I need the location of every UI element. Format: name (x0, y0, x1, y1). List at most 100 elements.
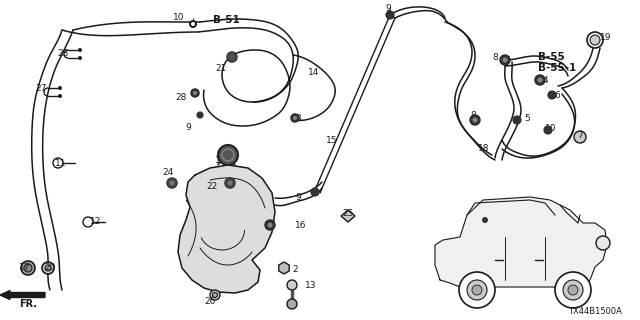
Circle shape (197, 112, 203, 118)
Text: 15: 15 (326, 135, 337, 145)
Circle shape (222, 149, 234, 161)
Circle shape (467, 280, 487, 300)
Text: 25: 25 (342, 209, 354, 218)
Text: 1: 1 (215, 156, 221, 164)
Text: 6: 6 (554, 91, 560, 100)
Text: 23: 23 (57, 49, 68, 58)
Polygon shape (435, 197, 607, 287)
Circle shape (596, 236, 610, 250)
Text: 10: 10 (545, 124, 557, 132)
Circle shape (459, 272, 495, 308)
Polygon shape (178, 165, 275, 293)
Circle shape (193, 91, 197, 95)
Text: 10: 10 (173, 12, 184, 21)
Circle shape (58, 94, 62, 98)
Circle shape (189, 20, 197, 28)
Circle shape (230, 54, 234, 60)
Circle shape (502, 58, 508, 62)
Text: 18: 18 (478, 143, 490, 153)
Circle shape (500, 55, 510, 65)
Text: 19: 19 (600, 33, 611, 42)
Text: 13: 13 (305, 281, 317, 290)
Text: 20: 20 (44, 263, 56, 273)
Circle shape (265, 220, 275, 230)
Text: 4: 4 (543, 76, 548, 84)
Text: 12: 12 (90, 218, 101, 227)
Text: B-51: B-51 (213, 15, 240, 25)
Text: 7: 7 (577, 131, 583, 140)
Circle shape (574, 131, 586, 143)
Circle shape (513, 116, 521, 124)
Circle shape (555, 272, 591, 308)
Circle shape (167, 178, 177, 188)
Text: 28: 28 (175, 92, 186, 101)
Circle shape (191, 89, 199, 97)
Circle shape (210, 290, 220, 300)
Text: 26: 26 (204, 298, 216, 307)
Circle shape (78, 48, 82, 52)
Circle shape (291, 114, 299, 122)
Circle shape (590, 35, 600, 45)
Circle shape (58, 86, 62, 90)
Circle shape (191, 22, 195, 26)
Circle shape (563, 280, 583, 300)
Circle shape (218, 145, 238, 165)
Circle shape (225, 178, 235, 188)
Circle shape (538, 77, 543, 83)
Text: 27: 27 (35, 84, 46, 92)
Circle shape (170, 180, 175, 186)
Text: 5: 5 (524, 114, 530, 123)
Circle shape (293, 116, 297, 120)
Text: B-55-1: B-55-1 (538, 63, 576, 73)
Circle shape (548, 91, 556, 99)
Circle shape (472, 117, 477, 123)
Circle shape (587, 32, 603, 48)
Circle shape (482, 217, 488, 223)
Circle shape (470, 115, 480, 125)
Circle shape (291, 114, 299, 122)
Circle shape (42, 262, 54, 274)
Text: FR.: FR. (19, 299, 37, 309)
Circle shape (311, 188, 319, 196)
Circle shape (268, 222, 273, 228)
Circle shape (53, 158, 63, 168)
Text: TX44B1500A: TX44B1500A (568, 308, 622, 316)
Circle shape (197, 112, 203, 118)
Polygon shape (279, 262, 289, 274)
Circle shape (24, 264, 32, 272)
Text: 3: 3 (295, 114, 301, 123)
Circle shape (568, 285, 578, 295)
Text: 11: 11 (55, 158, 67, 167)
Circle shape (544, 126, 552, 134)
Circle shape (212, 292, 218, 298)
Circle shape (386, 11, 394, 19)
Circle shape (472, 285, 482, 295)
Circle shape (544, 126, 552, 134)
Text: 9: 9 (185, 123, 191, 132)
Circle shape (225, 178, 235, 188)
Circle shape (470, 115, 480, 125)
Text: 2: 2 (292, 266, 298, 275)
Circle shape (191, 89, 199, 97)
Circle shape (535, 75, 545, 85)
Text: 17: 17 (19, 263, 31, 273)
Text: 9: 9 (295, 194, 301, 203)
Circle shape (227, 52, 237, 62)
Circle shape (167, 178, 177, 188)
Text: 24: 24 (162, 167, 173, 177)
Polygon shape (341, 210, 355, 222)
Circle shape (45, 265, 51, 271)
Text: B-55: B-55 (538, 52, 564, 62)
Circle shape (83, 217, 93, 227)
Circle shape (535, 75, 545, 85)
Circle shape (287, 280, 297, 290)
Text: 21: 21 (215, 63, 227, 73)
Circle shape (78, 56, 82, 60)
Circle shape (513, 116, 521, 124)
Text: 14: 14 (308, 68, 319, 76)
Text: 9: 9 (385, 4, 391, 12)
Text: 8: 8 (492, 52, 498, 61)
Circle shape (21, 261, 35, 275)
Circle shape (227, 180, 232, 186)
Circle shape (386, 11, 394, 19)
